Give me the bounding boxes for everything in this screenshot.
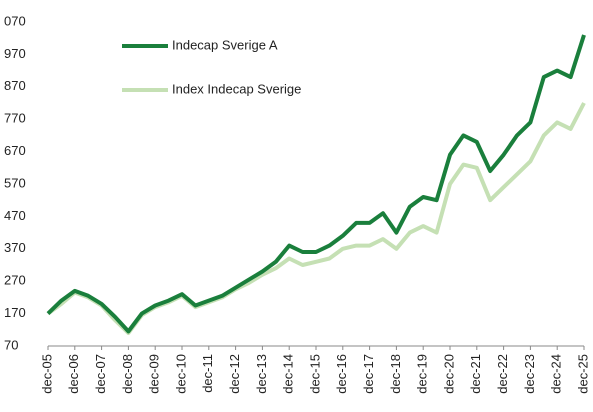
x-tick-label: dec-16 <box>334 354 349 394</box>
y-tick-label: 70 <box>4 337 18 352</box>
y-tick-label: 270 <box>4 273 26 288</box>
x-tick-label: dec-13 <box>254 354 269 394</box>
y-tick-label: 070 <box>4 13 26 28</box>
x-tick-label: dec-23 <box>522 354 537 394</box>
x-tick-label: dec-17 <box>361 354 376 394</box>
y-tick-label: 370 <box>4 240 26 255</box>
x-tick-label: dec-10 <box>173 354 188 394</box>
x-tick-label: dec-24 <box>549 354 564 394</box>
x-tick-label: dec-07 <box>93 354 108 394</box>
x-tick-label: dec-06 <box>66 354 81 394</box>
x-tick-label: dec-21 <box>468 354 483 394</box>
x-tick-label: dec-14 <box>281 354 296 394</box>
y-tick-label: 670 <box>4 143 26 158</box>
x-tick-label: dec-15 <box>307 354 322 394</box>
y-tick-label: 170 <box>4 305 26 320</box>
y-tick-label: 970 <box>4 46 26 61</box>
y-tick-label: 870 <box>4 78 26 93</box>
series-line <box>46 34 586 334</box>
x-tick-label: dec-09 <box>147 354 162 394</box>
x-tick-label: dec-12 <box>227 354 242 394</box>
y-tick-label: 770 <box>4 111 26 126</box>
x-tick-label: dec-08 <box>120 354 135 394</box>
x-tick-label: dec-19 <box>415 354 430 394</box>
x-tick-label: dec-22 <box>495 354 510 394</box>
x-tick-label: dec-18 <box>388 354 403 394</box>
x-tick-label: dec-11 <box>200 354 215 393</box>
x-tick-label: dec-20 <box>441 354 456 394</box>
y-tick-label: 470 <box>4 208 26 223</box>
y-tick-label: 570 <box>4 175 26 190</box>
legend-label: Index Indecap Sverige <box>172 81 301 96</box>
legend-label: Indecap Sverige A <box>172 37 278 52</box>
series-line <box>46 102 586 335</box>
x-tick-label: dec-05 <box>39 354 54 394</box>
x-tick-label: dec-25 <box>575 354 590 394</box>
